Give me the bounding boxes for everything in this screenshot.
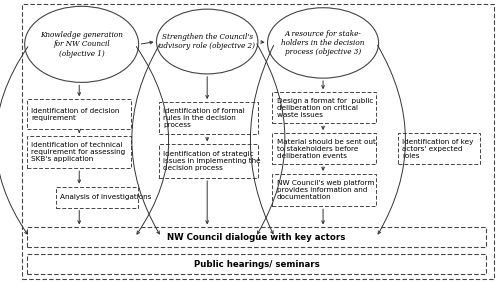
FancyBboxPatch shape <box>159 144 258 178</box>
Text: Identification of key
actors' expected
roles: Identification of key actors' expected r… <box>402 139 473 158</box>
Text: Strengthen the Council's
advisory role (objective 2): Strengthen the Council's advisory role (… <box>159 33 255 50</box>
Text: Identification of technical
requirement for assessing
SKB's application: Identification of technical requirement … <box>32 142 126 162</box>
Text: NW Council dialogue with key actors: NW Council dialogue with key actors <box>167 233 346 242</box>
Text: Design a format for  public
deliberation on critical
waste issues: Design a format for public deliberation … <box>276 98 373 118</box>
FancyBboxPatch shape <box>56 186 138 208</box>
Ellipse shape <box>24 6 138 82</box>
FancyBboxPatch shape <box>398 133 480 164</box>
FancyBboxPatch shape <box>27 99 131 129</box>
FancyBboxPatch shape <box>27 228 486 247</box>
FancyBboxPatch shape <box>27 136 131 168</box>
Text: Identification of strategic
issues in implementing the
decision process: Identification of strategic issues in im… <box>163 151 261 171</box>
FancyBboxPatch shape <box>159 102 258 134</box>
FancyBboxPatch shape <box>27 254 486 274</box>
Text: Analysis of investigations: Analysis of investigations <box>60 194 152 200</box>
Ellipse shape <box>268 8 378 78</box>
FancyBboxPatch shape <box>22 4 494 279</box>
Text: NW Council's web platform
provides information and
documentation: NW Council's web platform provides infor… <box>276 180 374 200</box>
Text: Public hearings/ seminars: Public hearings/ seminars <box>194 260 320 269</box>
Text: A resource for stake-
holders in the decision
process (objective 3): A resource for stake- holders in the dec… <box>282 30 365 56</box>
FancyBboxPatch shape <box>272 92 376 123</box>
Text: Knowledge generation
for NW Council
(objective 1): Knowledge generation for NW Council (obj… <box>40 31 123 57</box>
FancyBboxPatch shape <box>272 133 376 164</box>
Text: Material should be sent out
to stakeholders before
deliberation events: Material should be sent out to stakehold… <box>276 139 376 158</box>
Text: Identification of formal
rules in the decision
process: Identification of formal rules in the de… <box>163 108 245 128</box>
Ellipse shape <box>156 9 258 74</box>
FancyBboxPatch shape <box>272 174 376 206</box>
Text: Identification of decision
requirement: Identification of decision requirement <box>32 108 120 121</box>
